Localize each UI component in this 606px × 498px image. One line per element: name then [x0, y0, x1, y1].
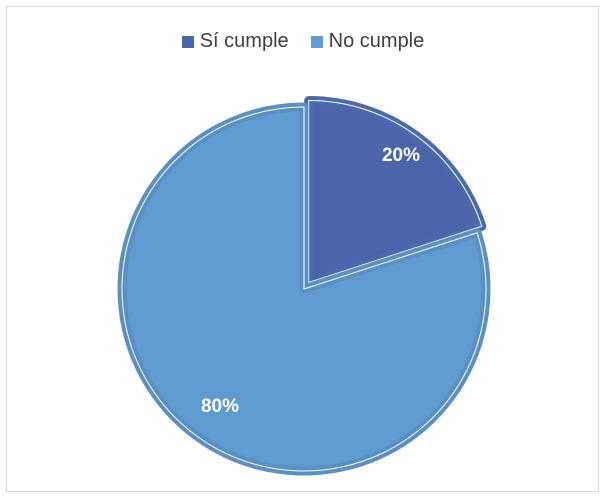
legend-item-no-cumple: No cumple [310, 30, 425, 53]
legend-label-si-cumple: Sí cumple [199, 30, 289, 52]
pie-slice-edge [308, 100, 483, 284]
legend-item-si-cumple: Sí cumple [181, 30, 289, 53]
pie-slice-edge [121, 106, 487, 472]
legend: Sí cumple No cumple [0, 30, 606, 53]
legend-swatch-no-cumple [310, 35, 323, 48]
data-label-no-cumple: 80% [201, 396, 239, 417]
legend-swatch-si-cumple [181, 35, 194, 48]
legend-label-no-cumple: No cumple [328, 30, 425, 52]
data-label-si-cumple: 20% [382, 145, 420, 166]
